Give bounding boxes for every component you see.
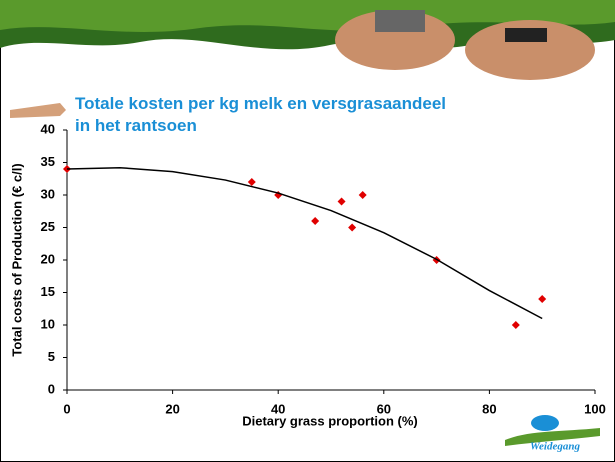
cow: [505, 28, 547, 42]
x-axis-label: Dietary grass proportion (%): [242, 413, 418, 428]
x-tick-label: 40: [271, 401, 285, 416]
y-tick-label: 30: [41, 186, 55, 201]
y-tick-label: 40: [41, 121, 55, 136]
x-tick-label: 100: [584, 401, 606, 416]
y-tick-label: 5: [48, 349, 55, 364]
y-tick-label: 35: [41, 154, 55, 169]
x-tick-label: 80: [482, 401, 496, 416]
logo-cow: [531, 415, 559, 431]
y-tick-label: 10: [41, 316, 55, 331]
y-axis-label: Total costs of Production (€ c/l): [9, 163, 24, 356]
x-tick-label: 0: [63, 401, 70, 416]
barn: [375, 10, 425, 32]
logo-text: Weidegang: [530, 441, 580, 453]
y-tick-label: 25: [41, 219, 55, 234]
y-tick-label: 15: [41, 284, 55, 299]
x-tick-label: 20: [165, 401, 179, 416]
slide: Totale kosten per kg melk en versgrasaan…: [0, 0, 615, 462]
y-tick-label: 20: [41, 251, 55, 266]
x-tick-label: 60: [377, 401, 391, 416]
y-tick-label: 0: [48, 381, 55, 396]
